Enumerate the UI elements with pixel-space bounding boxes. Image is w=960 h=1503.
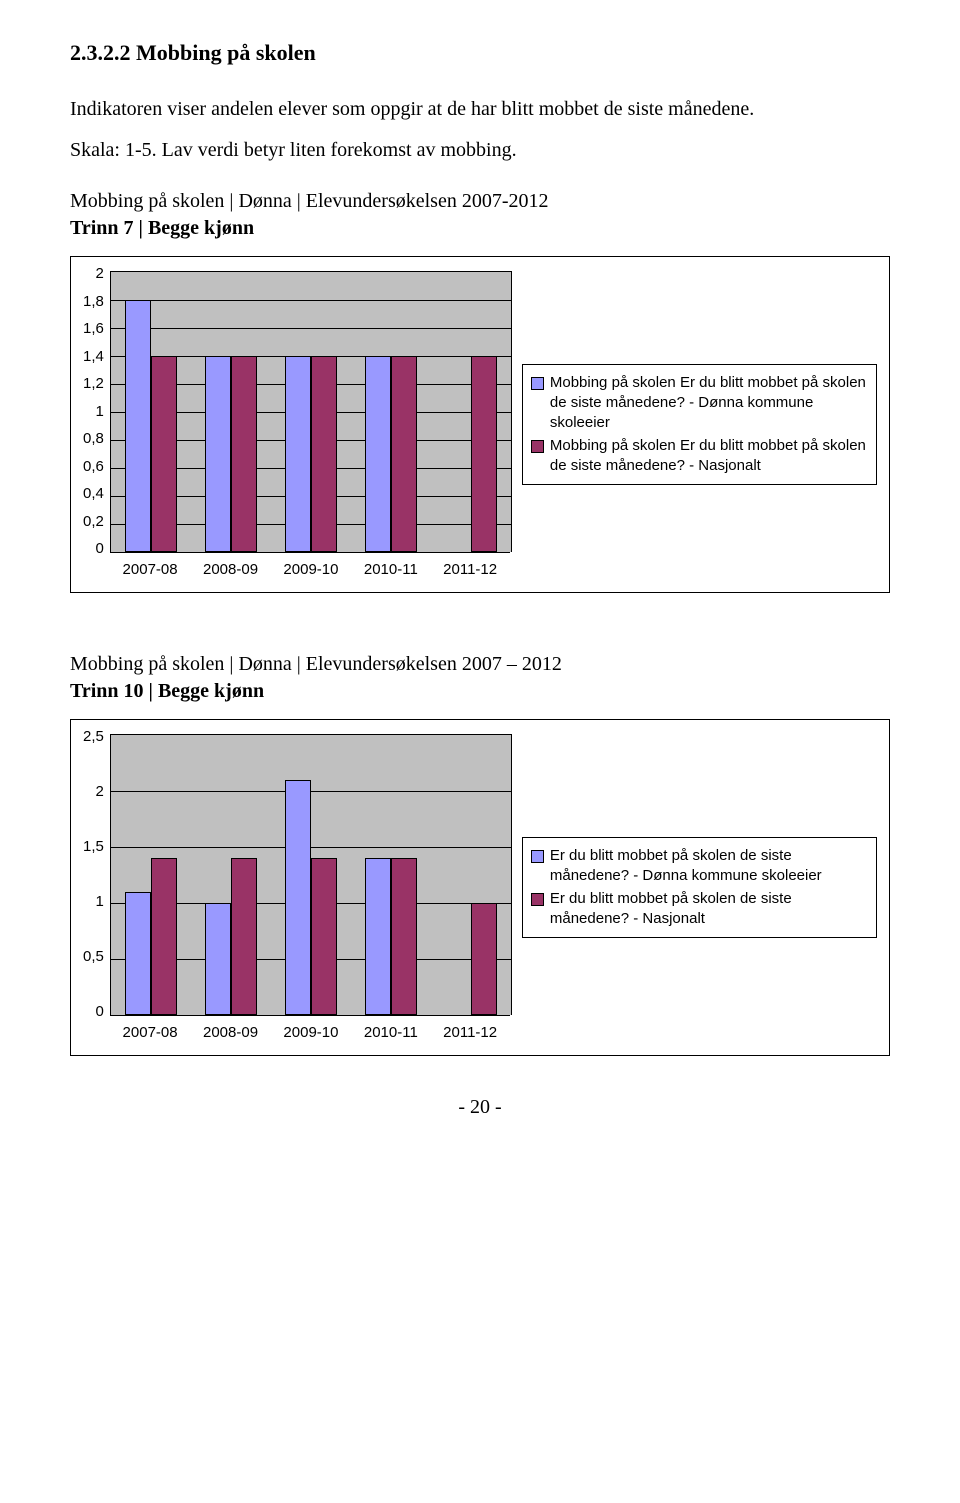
bar (205, 356, 231, 552)
chart2-subtitle: Trinn 10 | Begge kjønn (70, 680, 890, 703)
bar-group (285, 356, 337, 552)
bar (285, 780, 311, 1015)
chart2-plot-area (110, 734, 512, 1015)
legend-label: Mobbing på skolen Er du blitt mobbet på … (550, 373, 868, 434)
x-tick-label: 2007-08 (123, 561, 178, 578)
chart1-subtitle: Trinn 7 | Begge kjønn (70, 217, 890, 240)
x-tick-label: 2007-08 (123, 1024, 178, 1041)
legend-label: Er du blitt mobbet på skolen de siste må… (550, 846, 868, 887)
y-tick-label: 1 (96, 894, 104, 909)
y-tick-label: 1,6 (83, 321, 104, 336)
chart1-y-axis-labels: 2 1,8 1,6 1,4 1,2 1 0,8 0,6 0,4 0,2 0 (83, 266, 110, 556)
bar-group (445, 356, 497, 552)
legend-item: Mobbing på skolen Er du blitt mobbet på … (531, 436, 868, 477)
y-tick-label: 2 (96, 266, 104, 281)
bar (205, 903, 231, 1015)
legend-label: Mobbing på skolen Er du blitt mobbet på … (550, 436, 868, 477)
bar (365, 356, 391, 552)
x-tick-label: 2009-10 (283, 1024, 338, 1041)
chart1-legend-box: Mobbing på skolen Er du blitt mobbet på … (522, 364, 877, 485)
bar-group (365, 858, 417, 1015)
chart2-legend-column: Er du blitt mobbet på skolen de siste må… (522, 734, 877, 1041)
x-tick-label: 2011-12 (443, 1024, 497, 1041)
bar (285, 356, 311, 552)
legend-swatch (531, 850, 544, 863)
y-tick-label: 1,5 (83, 839, 104, 854)
bars-row (111, 272, 511, 552)
x-tick-label: 2011-12 (443, 561, 497, 578)
chart2-x-axis-labels: 2007-08 2008-09 2009-10 2010-11 2011-12 (110, 1015, 510, 1041)
bar-group (285, 780, 337, 1015)
legend-item: Er du blitt mobbet på skolen de siste må… (531, 846, 868, 887)
section-heading: 2.3.2.2 Mobbing på skolen (70, 40, 890, 66)
chart2-title: Mobbing på skolen | Dønna | Elevundersøk… (70, 653, 890, 676)
y-tick-label: 1,4 (83, 349, 104, 364)
x-tick-label: 2008-09 (203, 1024, 258, 1041)
bar (471, 903, 497, 1015)
legend-swatch (531, 893, 544, 906)
bar (125, 300, 151, 552)
bar (391, 858, 417, 1015)
chart2-legend-box: Er du blitt mobbet på skolen de siste må… (522, 837, 877, 938)
legend-item: Mobbing på skolen Er du blitt mobbet på … (531, 373, 868, 434)
y-tick-label: 0,5 (83, 949, 104, 964)
chart1-title: Mobbing på skolen | Dønna | Elevundersøk… (70, 190, 890, 213)
bar (391, 356, 417, 552)
chart2-plot-column: 2,521,510,50 2007-082008-092009-102010-1… (83, 734, 512, 1041)
intro-paragraph-2: Skala: 1-5. Lav verdi betyr liten foreko… (70, 137, 890, 164)
chart2-y-axis-labels: 2,5 2 1,5 1 0,5 0 (83, 729, 110, 1019)
bar (311, 356, 337, 552)
legend-item: Er du blitt mobbet på skolen de siste må… (531, 889, 868, 930)
y-tick-label: 0,8 (83, 431, 104, 446)
y-tick-label: 0,4 (83, 486, 104, 501)
x-tick-label: 2010-11 (364, 1024, 418, 1041)
bar (231, 356, 257, 552)
page: 2.3.2.2 Mobbing på skolen Indikatoren vi… (0, 0, 960, 1149)
chart2-container: 2,5 2 1,5 1 0,5 0 2007-08 2008-09 2009-10 2010-1… (70, 719, 890, 1056)
bar-group (365, 356, 417, 552)
intro-paragraph-1: Indikatoren viser andelen elever som opp… (70, 96, 890, 123)
bar-group (125, 858, 177, 1015)
bar (231, 858, 257, 1015)
legend-swatch (531, 440, 544, 453)
y-tick-label: 0 (96, 541, 104, 556)
bar (151, 858, 177, 1015)
chart1-x-axis-labels: 2007-08 2008-09 2009-10 2010-11 2011-12 (110, 552, 510, 578)
bars-row (111, 735, 511, 1015)
y-tick-label: 1,8 (83, 294, 104, 309)
y-tick-label: 2 (96, 784, 104, 799)
x-tick-label: 2010-11 (364, 561, 418, 578)
y-tick-label: 0 (96, 1004, 104, 1019)
chart1-plot-area (110, 271, 512, 552)
bar (125, 892, 151, 1015)
bar (151, 356, 177, 552)
bar (311, 858, 337, 1015)
y-tick-label: 0,6 (83, 459, 104, 474)
page-number: - 20 - (70, 1096, 890, 1119)
bar-group (445, 903, 497, 1015)
legend-swatch (531, 377, 544, 390)
y-tick-label: 0,2 (83, 514, 104, 529)
chart1-legend-column: Mobbing på skolen Er du blitt mobbet på … (522, 271, 877, 578)
x-tick-label: 2009-10 (283, 561, 338, 578)
y-tick-label: 1,2 (83, 376, 104, 391)
legend-label: Er du blitt mobbet på skolen de siste må… (550, 889, 868, 930)
bar-group (125, 300, 177, 552)
x-tick-label: 2008-09 (203, 561, 258, 578)
y-tick-label: 2,5 (83, 729, 104, 744)
y-tick-label: 1 (96, 404, 104, 419)
chart1-plot-column: 21,81,61,41,210,80,60,40,20 2007-082008-… (83, 271, 512, 578)
bar-group (205, 858, 257, 1015)
bar-group (205, 356, 257, 552)
chart1-container: 2 1,8 1,6 1,4 1,2 1 0,8 0,6 0,4 0,2 0 2007-08 2008-… (70, 256, 890, 593)
bar (471, 356, 497, 552)
bar (365, 858, 391, 1015)
